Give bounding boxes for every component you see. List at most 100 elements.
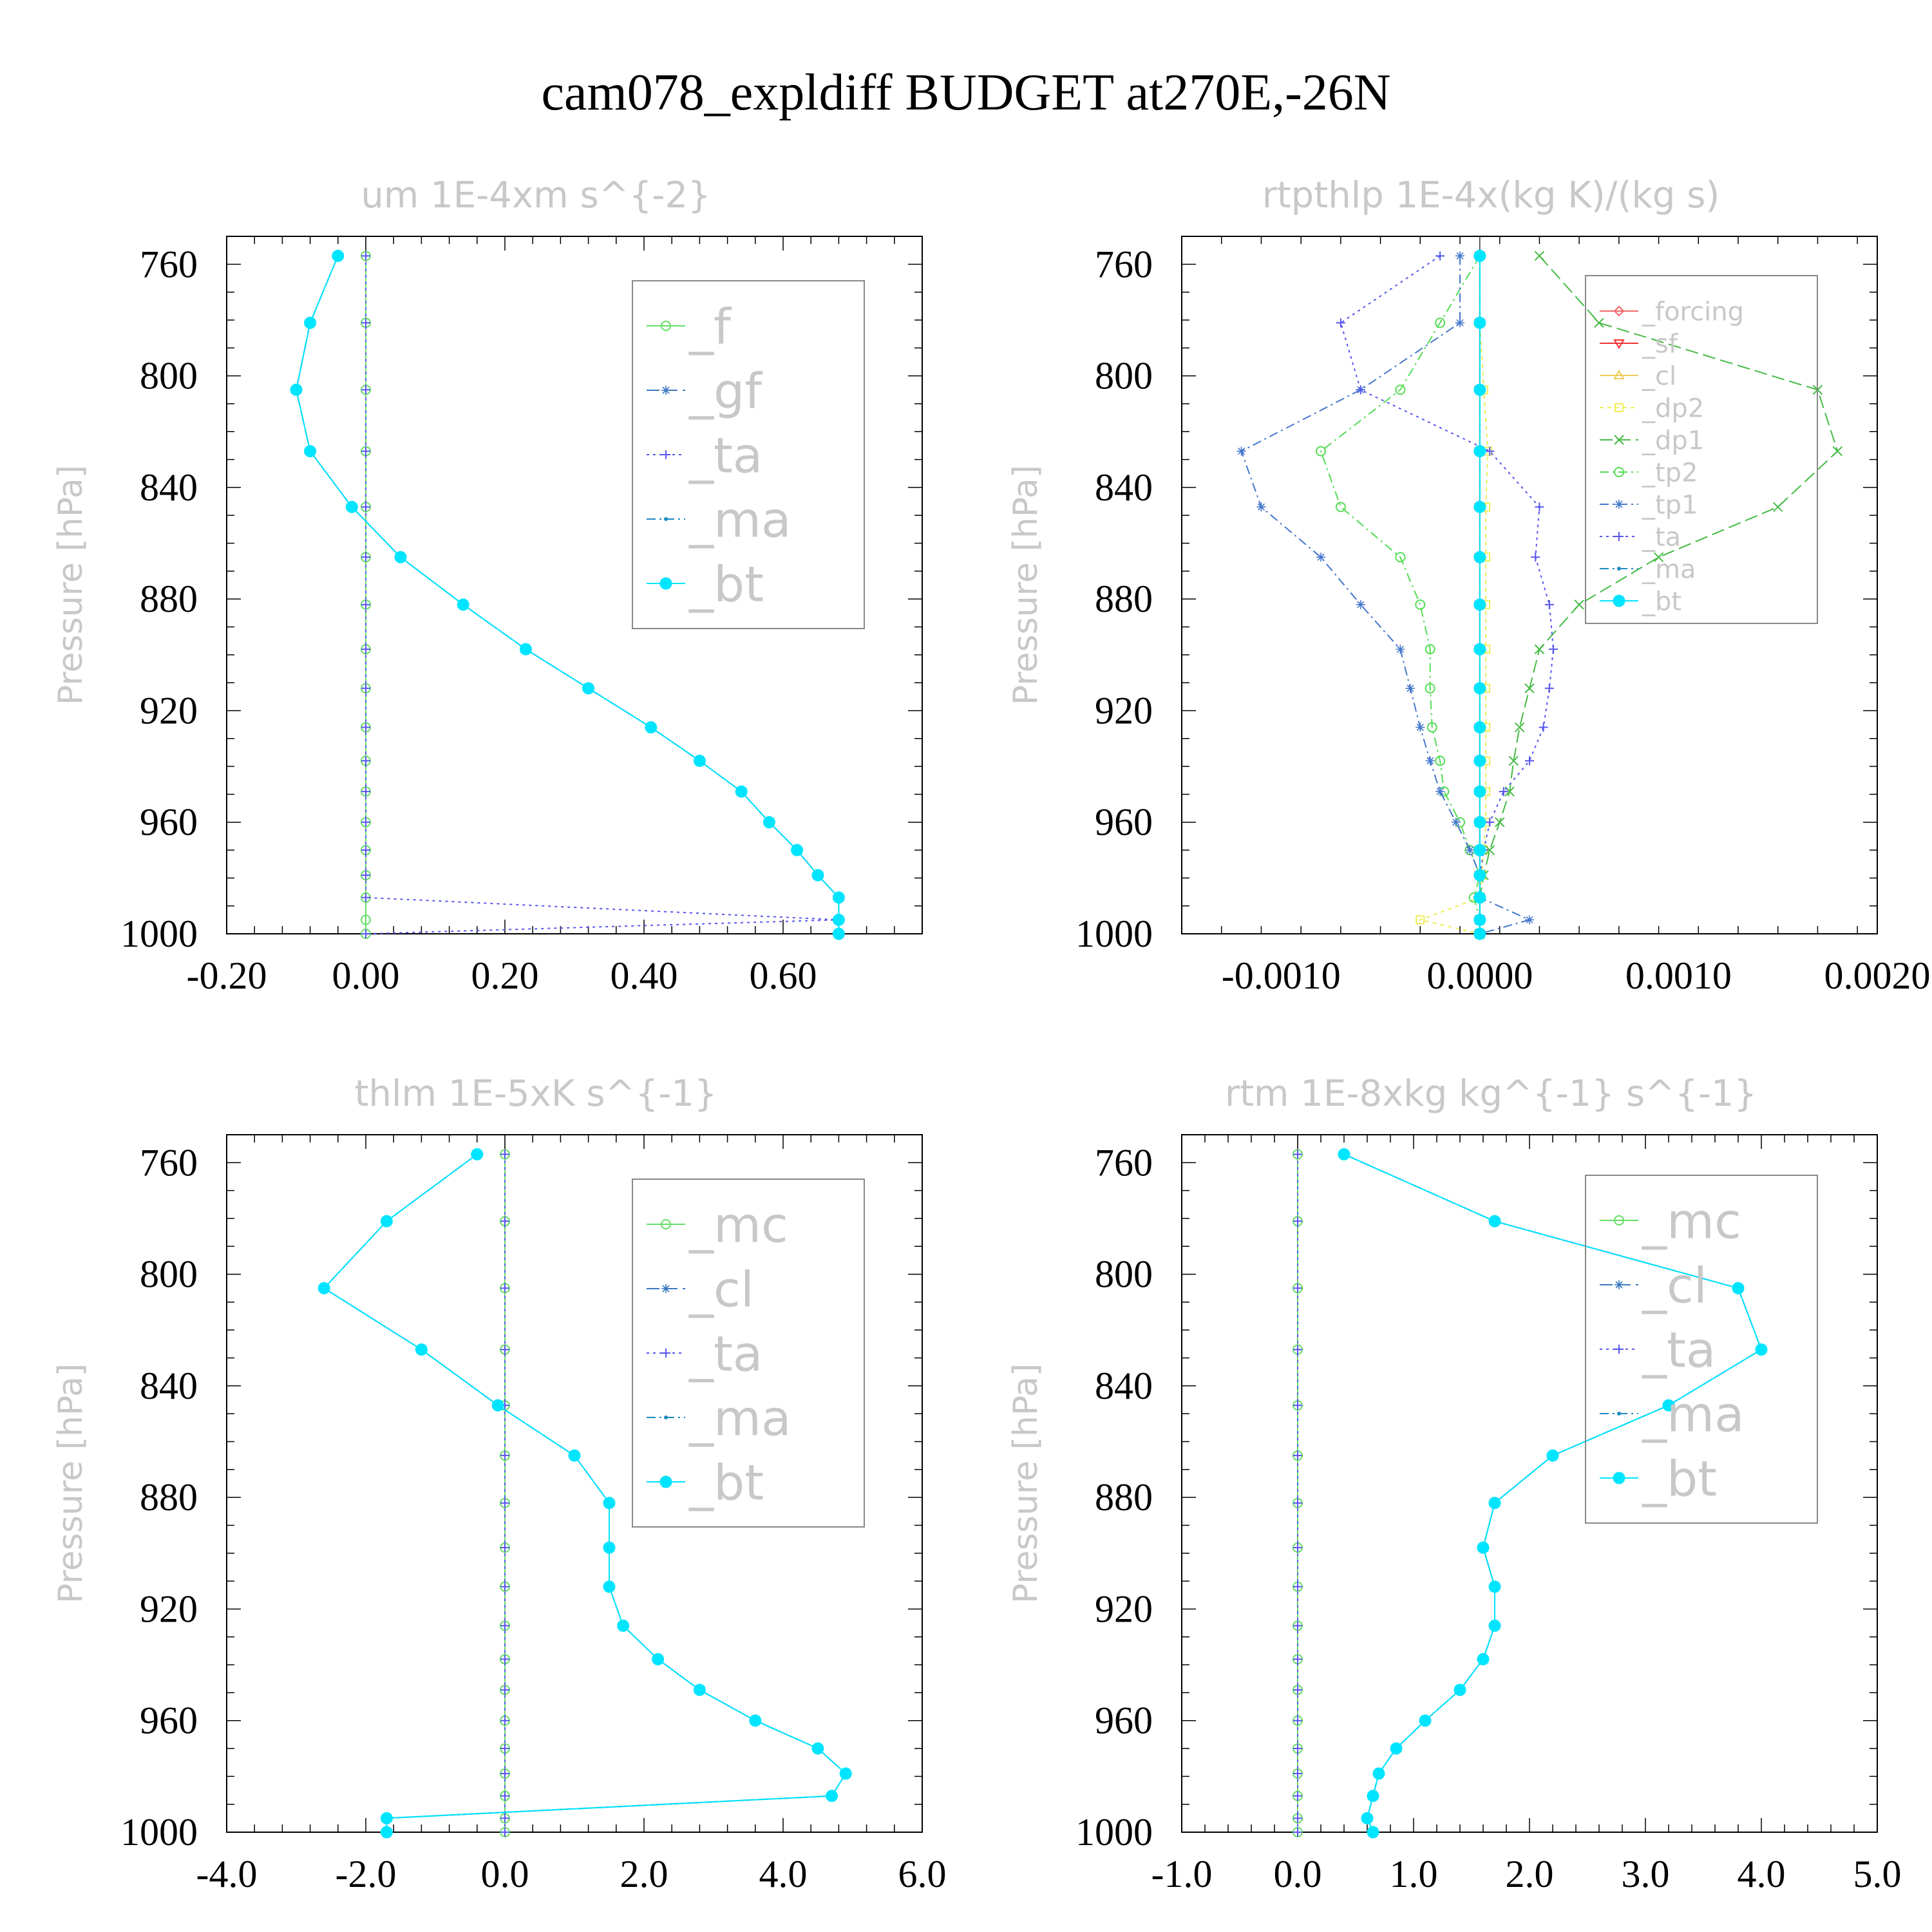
data-point xyxy=(1372,1767,1385,1780)
data-point xyxy=(1832,446,1842,457)
data-point xyxy=(1425,756,1435,766)
data-point xyxy=(1454,1683,1466,1696)
data-point xyxy=(693,1683,706,1696)
data-point xyxy=(1473,927,1486,940)
x-tick-label: -1.0 xyxy=(1151,1853,1213,1895)
data-point xyxy=(415,1343,428,1356)
data-point xyxy=(652,1653,665,1665)
series-bt xyxy=(290,249,845,940)
legend-marker xyxy=(1615,1345,1624,1354)
legend-label: _mc xyxy=(1642,1192,1741,1249)
data-point xyxy=(317,1282,330,1294)
data-point xyxy=(1396,645,1405,654)
y-tick-label: 920 xyxy=(140,689,198,732)
data-point xyxy=(1455,251,1464,261)
data-point xyxy=(1419,1714,1432,1727)
legend-label: _dp1 xyxy=(1642,426,1704,455)
data-point xyxy=(1473,500,1486,513)
legend-marker xyxy=(1614,467,1624,477)
data-point xyxy=(1236,446,1246,456)
x-tick-label: 5.0 xyxy=(1853,1853,1902,1895)
data-point xyxy=(1435,251,1445,261)
data-point xyxy=(811,869,824,882)
data-point xyxy=(304,316,317,329)
legend-box xyxy=(1585,1175,1818,1524)
panel-title: rtpthlp 1E-4x(kg K)/(kg s) xyxy=(1262,175,1720,216)
data-point xyxy=(1477,1653,1490,1665)
data-point xyxy=(1473,249,1486,262)
series-tp1 xyxy=(1236,251,1534,938)
data-point xyxy=(1425,683,1435,694)
data-point xyxy=(500,1582,509,1591)
data-point xyxy=(1539,723,1548,732)
y-tick-label: 840 xyxy=(1095,466,1153,509)
data-point xyxy=(1477,1541,1490,1554)
legend-box xyxy=(1585,275,1818,624)
y-tick-label: 840 xyxy=(140,1365,198,1407)
y-tick-label: 920 xyxy=(1095,689,1153,732)
series-line xyxy=(1417,256,1489,934)
data-point xyxy=(1574,600,1584,610)
data-point xyxy=(500,1283,509,1293)
data-point xyxy=(1473,844,1486,857)
data-point xyxy=(500,1498,509,1508)
data-point xyxy=(1395,384,1406,395)
legend-marker xyxy=(1614,1215,1624,1226)
x-tick-label: 0.60 xyxy=(750,954,817,997)
data-point xyxy=(1293,1814,1302,1823)
y-axis-label: Pressure [hPa] xyxy=(1007,1363,1045,1604)
data-point xyxy=(1488,1215,1501,1227)
data-point xyxy=(1367,1790,1379,1803)
data-point xyxy=(491,1399,504,1412)
data-point xyxy=(1415,599,1426,610)
data-point xyxy=(361,318,370,328)
y-tick-label: 1000 xyxy=(1075,913,1153,955)
legend-label: _cl xyxy=(688,1260,754,1318)
x-tick-label: 0.0010 xyxy=(1625,954,1732,997)
x-tick-label: 4.0 xyxy=(1738,1853,1786,1895)
data-point xyxy=(749,1714,762,1727)
y-tick-label: 880 xyxy=(1095,578,1153,620)
data-point xyxy=(1534,644,1545,654)
legend-marker xyxy=(661,321,671,331)
x-tick-label: 0.00 xyxy=(332,954,400,997)
data-point xyxy=(1534,251,1545,261)
y-tick-label: 840 xyxy=(1095,1365,1153,1407)
data-point xyxy=(1473,383,1486,396)
data-point xyxy=(290,383,303,396)
legend-label: _bt xyxy=(688,1454,764,1511)
y-tick-label: 960 xyxy=(140,1700,198,1742)
data-point xyxy=(1356,600,1365,609)
data-point xyxy=(1488,1580,1501,1593)
x-tick-label: 2.0 xyxy=(620,1853,668,1895)
data-point xyxy=(1495,817,1505,828)
legend-marker xyxy=(1614,435,1624,445)
legend-marker xyxy=(1613,305,1625,317)
data-point xyxy=(500,1150,509,1159)
data-point xyxy=(1484,845,1495,855)
data-point xyxy=(304,445,317,458)
data-point xyxy=(1473,785,1486,798)
x-tick-label: 4.0 xyxy=(759,1853,808,1895)
series-line xyxy=(365,256,839,934)
series-ta xyxy=(1336,251,1558,938)
data-point xyxy=(1426,722,1437,733)
data-point xyxy=(500,1543,509,1553)
data-point xyxy=(1546,1449,1559,1462)
data-point xyxy=(1544,600,1554,609)
data-point xyxy=(839,1767,852,1780)
data-point xyxy=(361,600,370,609)
data-point xyxy=(1293,1582,1302,1591)
panel-title: um 1E-4xm s^{-2} xyxy=(361,175,710,216)
data-point xyxy=(361,251,370,261)
legend-label: _bt xyxy=(1642,587,1681,616)
legend: _f _gf _ta _ma _bt xyxy=(632,280,865,629)
series-tp2 xyxy=(1316,251,1485,939)
legend-marker xyxy=(661,1284,670,1293)
x-tick-label: -0.20 xyxy=(187,954,267,997)
data-point xyxy=(1338,1148,1350,1160)
legend-marker xyxy=(1615,532,1624,541)
data-point xyxy=(1316,446,1326,457)
legend: _forcing_sf_cl_dp2 _dp1 _tp2_tp1_ta_ma _bt xyxy=(1585,275,1818,624)
x-tick-label: 0.40 xyxy=(611,954,678,997)
